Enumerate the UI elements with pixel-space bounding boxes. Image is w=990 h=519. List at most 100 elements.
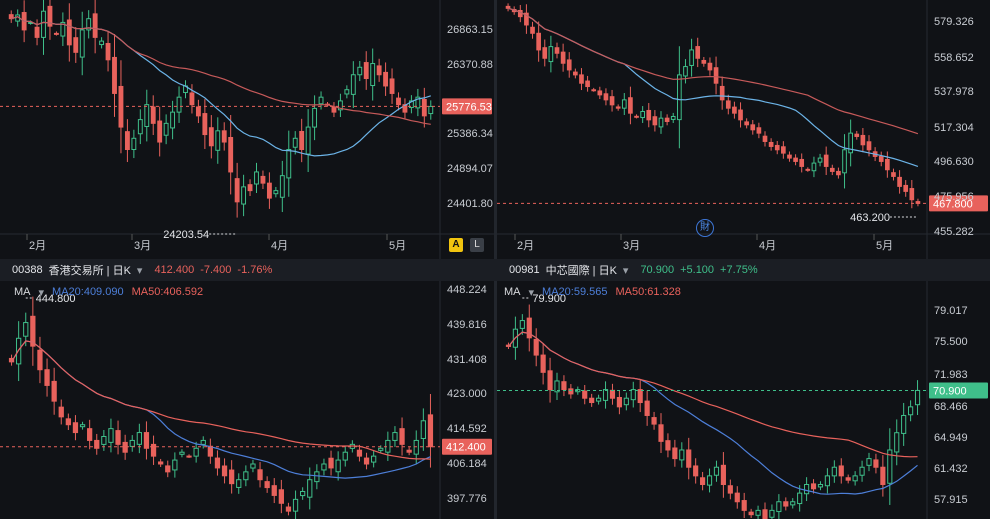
candle-body — [824, 475, 830, 487]
ma20-line — [508, 331, 918, 495]
auto-scale-button[interactable]: A — [449, 238, 463, 252]
candle-body — [86, 18, 92, 31]
y-tick-label: 79.017 — [934, 305, 968, 317]
candle-body — [215, 130, 221, 151]
candle-body — [356, 449, 363, 457]
candle-body — [47, 5, 53, 27]
candle-body — [664, 117, 670, 122]
candle-body — [596, 397, 602, 402]
candle-body — [683, 66, 688, 77]
candle-body — [221, 130, 227, 143]
candle-body — [363, 457, 370, 465]
last-price-tag — [442, 438, 492, 455]
candle-body — [186, 455, 192, 458]
candle-body — [836, 170, 841, 176]
ma50-line — [11, 16, 431, 125]
candle-body — [637, 389, 643, 404]
candle-body — [279, 175, 285, 198]
candle-body — [542, 47, 548, 59]
candle-body — [314, 471, 320, 483]
candle-body — [273, 190, 279, 195]
chart-panel-hsi[interactable]: 25776.53 26863.15 26370.88 25386.34 24894.07… — [0, 0, 494, 259]
candle-body — [331, 106, 337, 113]
candle-body — [65, 418, 71, 426]
candlestick-chart-tencent[interactable]: 467.800 579.326 558.652 537.978 517.304 496.6… — [497, 0, 990, 259]
candlestick-chart-hsi[interactable]: 25776.53 26863.15 26370.88 25386.34 24894.07… — [0, 0, 494, 259]
candle-body — [344, 89, 350, 95]
last-price-tag — [442, 98, 492, 115]
candle-body — [793, 157, 798, 162]
candle-body — [202, 113, 208, 136]
candle-body — [530, 26, 535, 34]
ma50-line — [507, 7, 919, 135]
candle-body — [357, 66, 363, 76]
candle-body — [810, 483, 817, 490]
y-tick-label: 406.184 — [447, 458, 487, 470]
x-tick-label: 2月 — [29, 240, 46, 252]
candle-body — [914, 389, 921, 406]
candle-body — [350, 74, 356, 95]
candle-body — [547, 370, 553, 391]
log-scale-button[interactable]: L — [470, 238, 484, 252]
candle-body — [838, 465, 844, 477]
candlestick-chart-hkex[interactable]: 412.400 448.224 439.816 431.408 423.000 414.5… — [0, 281, 494, 519]
stock-code: 00981 — [509, 264, 540, 276]
ma20-value: MA20:59.565 — [542, 286, 608, 298]
header-smic[interactable]: 00981 中芯國際 | 日K ▾ 70.900 +5.100 +7.75% — [497, 259, 758, 281]
candle-body — [829, 167, 835, 172]
candle-body — [208, 127, 214, 147]
candlestick-chart-smic[interactable]: 70.900 79.017 75.500 71.983 68.466 64.949 61.4… — [497, 281, 990, 519]
candle-body — [769, 509, 775, 518]
y-tick-label: 448.224 — [447, 284, 487, 296]
header-hkex[interactable]: 00388 香港交易所 | 日K ▾ 412.400 -7.400 -1.76% — [0, 259, 272, 281]
candle-body — [200, 439, 206, 445]
candle-body — [679, 449, 685, 461]
horizontal-divider[interactable] — [0, 259, 990, 281]
y-tick-label: 579.326 — [934, 16, 974, 28]
candle-body — [99, 40, 105, 46]
candle-body — [260, 175, 266, 184]
candle-body — [658, 424, 664, 442]
ma-label[interactable]: MA — [504, 286, 521, 298]
dropdown-caret-icon[interactable]: ▾ — [528, 287, 535, 299]
candle-body — [651, 417, 657, 425]
financial-report-marker[interactable]: 財 — [696, 219, 714, 237]
candle-body — [247, 184, 253, 192]
candle-body — [144, 104, 150, 127]
candle-body — [873, 459, 879, 468]
dropdown-caret-icon[interactable]: ▾ — [136, 264, 143, 277]
candle-body — [755, 509, 761, 516]
candle-body — [370, 63, 376, 87]
dropdown-caret-icon[interactable]: ▾ — [38, 287, 45, 299]
price-change: -7.400 — [200, 264, 232, 276]
dropdown-caret-icon[interactable]: ▾ — [622, 264, 629, 277]
candle-body — [172, 459, 178, 471]
candle-body — [909, 188, 915, 201]
y-tick-label: 537.978 — [934, 86, 974, 98]
candle-body — [112, 56, 117, 94]
candle-body — [37, 349, 43, 371]
candle-body — [170, 111, 176, 129]
last-price-label: 70.900 — [933, 385, 967, 397]
ma-label[interactable]: MA — [14, 286, 31, 298]
last-price-label: 25776.53 — [446, 101, 492, 113]
candle-body — [700, 477, 706, 485]
candle-body — [402, 104, 408, 113]
chart-panel-tencent[interactable]: 467.800 579.326 558.652 537.978 517.304 496.6… — [497, 0, 990, 259]
candle-body — [101, 436, 107, 445]
candle-body — [897, 176, 902, 187]
chart-panel-hkex[interactable]: 412.400 448.224 439.816 431.408 423.000 414.5… — [0, 281, 494, 519]
candle-body — [299, 130, 305, 151]
candle-body — [719, 85, 725, 101]
candle-body — [105, 43, 111, 61]
candle-body — [30, 315, 36, 347]
candle-body — [738, 109, 743, 121]
ma-legend-hkex: MA ▾ MA20:409.090 MA50:406.592 — [14, 286, 203, 299]
candle-body — [887, 449, 893, 484]
chart-panel-smic[interactable]: 70.900 79.017 75.500 71.983 68.466 64.949 61.4… — [497, 281, 990, 519]
y-tick-label: 455.282 — [934, 226, 974, 238]
candle-body — [568, 388, 574, 395]
candle-body — [337, 100, 343, 111]
candle-body — [72, 422, 79, 434]
stock-name: 中芯國際 | 日K — [545, 265, 617, 277]
